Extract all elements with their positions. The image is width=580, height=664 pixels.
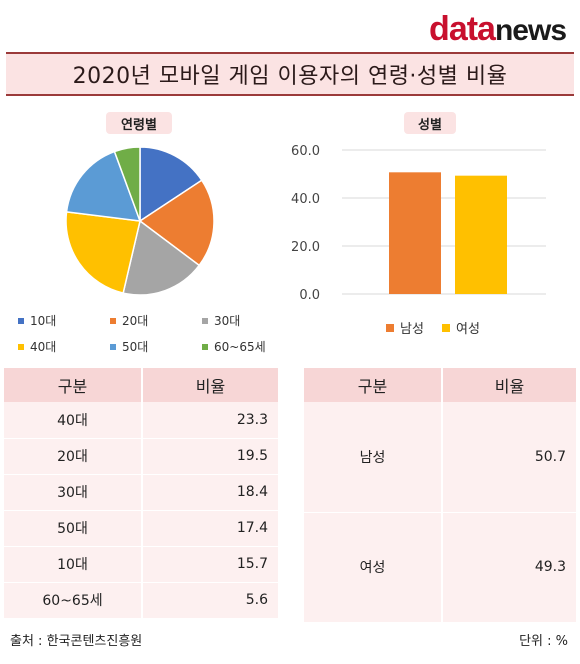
pie-slice-10대: [139, 146, 203, 223]
age-ratio-table: 구분 비율 40대 23.3 20대 19.5 30대 18.4 50대 17.4 10대 15.…: [4, 368, 278, 619]
pie-slice-40대: [65, 210, 141, 294]
legend-item: 10대: [18, 312, 56, 329]
legend-item: 남성: [386, 318, 424, 337]
gender-ratio-cell: 49.3: [441, 512, 576, 623]
legend-swatch: [110, 317, 116, 324]
age-table-header-category: 구분: [4, 368, 142, 402]
gender-section-label: 성별: [404, 112, 456, 134]
footer: 출처 : 한국콘텐츠진흥원 단위 : %: [0, 626, 580, 664]
gender-table-header-ratio: 비율: [441, 368, 576, 402]
bar-남성: [389, 172, 441, 294]
age-category-cell: 60~65세: [4, 582, 142, 619]
legend-item: 여성: [442, 318, 480, 337]
age-category-cell: 50대: [4, 510, 142, 547]
legend-swatch: [110, 343, 116, 350]
pie-slice-60~65세: [113, 146, 141, 222]
bar-여성: [455, 175, 507, 294]
table-row: 10대 15.7: [4, 546, 278, 583]
legend-label: 40대: [30, 340, 57, 354]
legend-label: 60~65세: [214, 340, 266, 354]
legend-label: 남성: [400, 322, 424, 337]
legend-swatch: [202, 343, 208, 350]
table-row: 20대 19.5: [4, 438, 278, 475]
age-pie-legend: 10대 20대 30대 40대 50대 60~65세: [18, 312, 288, 356]
age-ratio-cell: 5.6: [141, 582, 278, 619]
legend-item: 20대: [110, 312, 148, 329]
logo-data-text: data: [429, 10, 496, 48]
pie-slice-20대: [138, 179, 215, 267]
age-ratio-cell: 15.7: [141, 546, 278, 583]
age-pie-chart: [65, 146, 215, 296]
table-row: 40대 23.3: [4, 402, 278, 439]
pie-slice-30대: [122, 219, 201, 296]
legend-label: 10대: [30, 314, 57, 328]
unit-note: 단위 : %: [519, 634, 568, 649]
legend-item: 30대: [202, 312, 240, 329]
pie-slice-50대: [65, 150, 142, 222]
page-title: 2020년 모바일 게임 이용자의 연령·성별 비율: [72, 64, 508, 89]
legend-label: 50대: [122, 340, 149, 354]
age-ratio-cell: 23.3: [141, 402, 278, 439]
legend-swatch: [202, 317, 208, 324]
y-tick-label: 0.0: [299, 288, 320, 303]
age-category-cell: 40대: [4, 402, 142, 439]
y-tick-label: 60.0: [291, 144, 320, 159]
gender-category-cell: 여성: [304, 512, 442, 623]
gender-bar-legend: 남성 여성: [386, 318, 526, 338]
logo-news-text: news: [494, 14, 567, 47]
legend-item: 60~65세: [202, 338, 266, 355]
source-note: 출처 : 한국콘텐츠진흥원: [10, 634, 143, 649]
title-banner: 2020년 모바일 게임 이용자의 연령·성별 비율: [6, 52, 574, 96]
legend-item: 40대: [18, 338, 56, 355]
legend-label: 여성: [456, 322, 480, 337]
y-tick-label: 20.0: [291, 240, 320, 255]
table-row: 여성 49.3: [304, 512, 576, 623]
age-category-cell: 10대: [4, 546, 142, 583]
gender-category-cell: 남성: [304, 402, 442, 513]
age-ratio-cell: 18.4: [141, 474, 278, 511]
gender-table-header-category: 구분: [304, 368, 442, 402]
gender-ratio-cell: 50.7: [441, 402, 576, 513]
table-row: 남성 50.7: [304, 402, 576, 513]
age-category-cell: 20대: [4, 438, 142, 475]
gender-ratio-table: 구분 비율 남성 50.7 여성 49.3: [304, 368, 576, 623]
legend-item: 50대: [110, 338, 148, 355]
legend-swatch: [18, 317, 24, 324]
legend-swatch: [442, 323, 450, 332]
y-tick-label: 40.0: [291, 192, 320, 207]
legend-swatch: [386, 323, 394, 332]
legend-swatch: [18, 343, 24, 350]
age-ratio-cell: 19.5: [141, 438, 278, 475]
legend-label: 30대: [214, 314, 241, 328]
table-row: 50대 17.4: [4, 510, 278, 547]
age-ratio-cell: 17.4: [141, 510, 278, 547]
age-section-label: 연령별: [106, 112, 172, 134]
gender-bar-chart: 0.0 20.0 40.0 60.0: [291, 144, 546, 303]
legend-label: 20대: [122, 314, 149, 328]
age-table-header-ratio: 비율: [141, 368, 278, 402]
age-category-cell: 30대: [4, 474, 142, 511]
datanews-logo: data news: [429, 10, 567, 48]
table-row: 60~65세 5.6: [4, 582, 278, 619]
table-row: 30대 18.4: [4, 474, 278, 511]
